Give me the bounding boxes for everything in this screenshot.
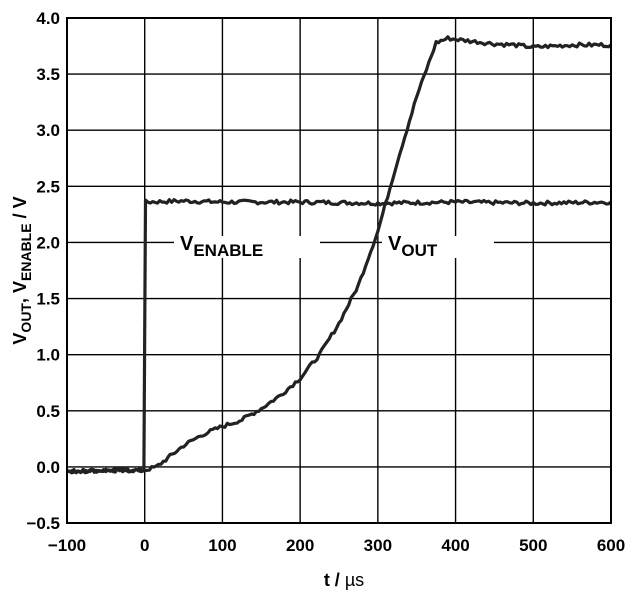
y-tick-label: 3.5 bbox=[36, 65, 60, 84]
y-tick-label: 1.5 bbox=[36, 290, 60, 309]
x-tick-label: 400 bbox=[441, 536, 469, 555]
y-tick-label: 2.0 bbox=[36, 233, 60, 252]
x-tick-label: 100 bbox=[208, 536, 236, 555]
y-axis-label: VOUT, VENABLE / V bbox=[10, 196, 34, 344]
x-tick-label: 500 bbox=[519, 536, 547, 555]
x-tick-label: 0 bbox=[140, 536, 149, 555]
y-tick-label: 1.0 bbox=[36, 346, 60, 365]
x-tick-label: −100 bbox=[48, 536, 86, 555]
tick-labels: −100 0 100 200 300 400 500 600 −0.5 0.0 0.5 1.0 1.5 2… bbox=[26, 9, 625, 555]
series-label-vout: VOUT bbox=[388, 233, 438, 260]
y-tick-label: −0.5 bbox=[26, 514, 60, 533]
series-line-vout bbox=[66, 35, 612, 475]
y-tick-label: 0.0 bbox=[36, 458, 60, 477]
plot-frame bbox=[66, 17, 612, 524]
x-tick-label: 600 bbox=[597, 536, 625, 555]
series-label-venable: VENABLE bbox=[180, 233, 263, 260]
y-tick-label: 2.5 bbox=[36, 177, 60, 196]
series-lines bbox=[66, 35, 612, 475]
series-label-backing bbox=[382, 236, 494, 258]
series-labels: VENABLE VOUT bbox=[174, 233, 494, 260]
x-tick-label: 200 bbox=[286, 536, 314, 555]
grid bbox=[67, 18, 611, 523]
y-tick-label: 0.5 bbox=[36, 402, 60, 421]
y-tick-label: 4.0 bbox=[36, 9, 60, 28]
x-axis-label: t / µs bbox=[324, 570, 364, 590]
series-line-venable bbox=[66, 198, 612, 475]
series-label-backing bbox=[174, 236, 320, 258]
y-tick-label: 3.0 bbox=[36, 121, 60, 140]
x-tick-label: 300 bbox=[364, 536, 392, 555]
